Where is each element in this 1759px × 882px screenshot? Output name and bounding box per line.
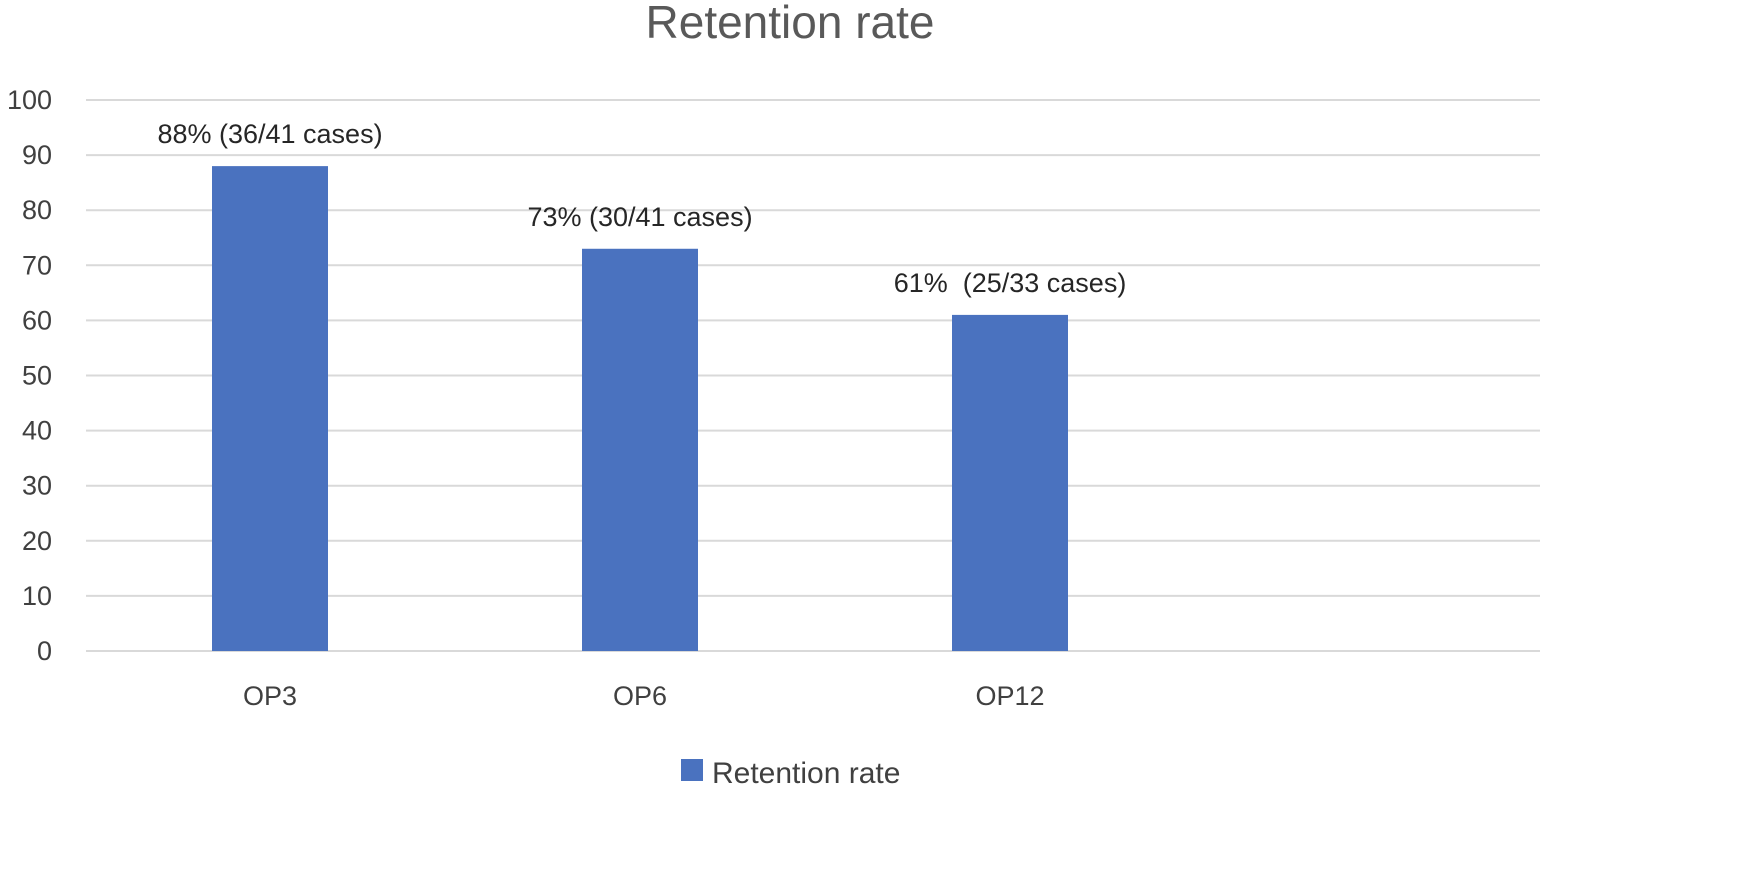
x-category-label: OP6 [613, 681, 667, 711]
data-labels: 88% (36/41 cases) 73% (30/41 cases) 61% (2… [157, 119, 1126, 298]
data-label-op6: 73% (30/41 cases) [527, 202, 752, 232]
y-tick-label: 90 [22, 140, 52, 170]
bars [212, 166, 1068, 651]
y-tick-label: 20 [22, 526, 52, 556]
y-tick-label: 60 [22, 305, 52, 335]
legend-swatch [681, 759, 703, 781]
y-tick-label: 0 [37, 636, 52, 666]
legend: Retention rate [681, 757, 900, 790]
y-tick-label: 10 [22, 581, 52, 611]
x-category-label: OP3 [243, 681, 297, 711]
y-tick-label: 100 [7, 85, 52, 115]
bar-op6 [582, 248, 698, 651]
y-tick-label: 80 [22, 195, 52, 225]
gridlines [86, 99, 1540, 652]
data-label-op3: 88% (36/41 cases) [157, 119, 382, 149]
x-category-label: OP12 [975, 681, 1044, 711]
bar-op3 [212, 166, 328, 651]
y-axis-tick-labels: 0 10 20 30 40 50 60 70 80 90 100 [7, 85, 52, 666]
bar-op12 [952, 314, 1068, 651]
data-label-op12: 61% (25/33 cases) [894, 268, 1127, 298]
x-axis-category-labels: OP3 OP6 OP12 [243, 681, 1045, 711]
chart-title: Retention rate [646, 0, 935, 48]
y-tick-label: 30 [22, 471, 52, 501]
y-tick-label: 40 [22, 416, 52, 446]
y-tick-label: 50 [22, 361, 52, 391]
legend-label: Retention rate [712, 757, 900, 790]
y-tick-label: 70 [22, 250, 52, 280]
